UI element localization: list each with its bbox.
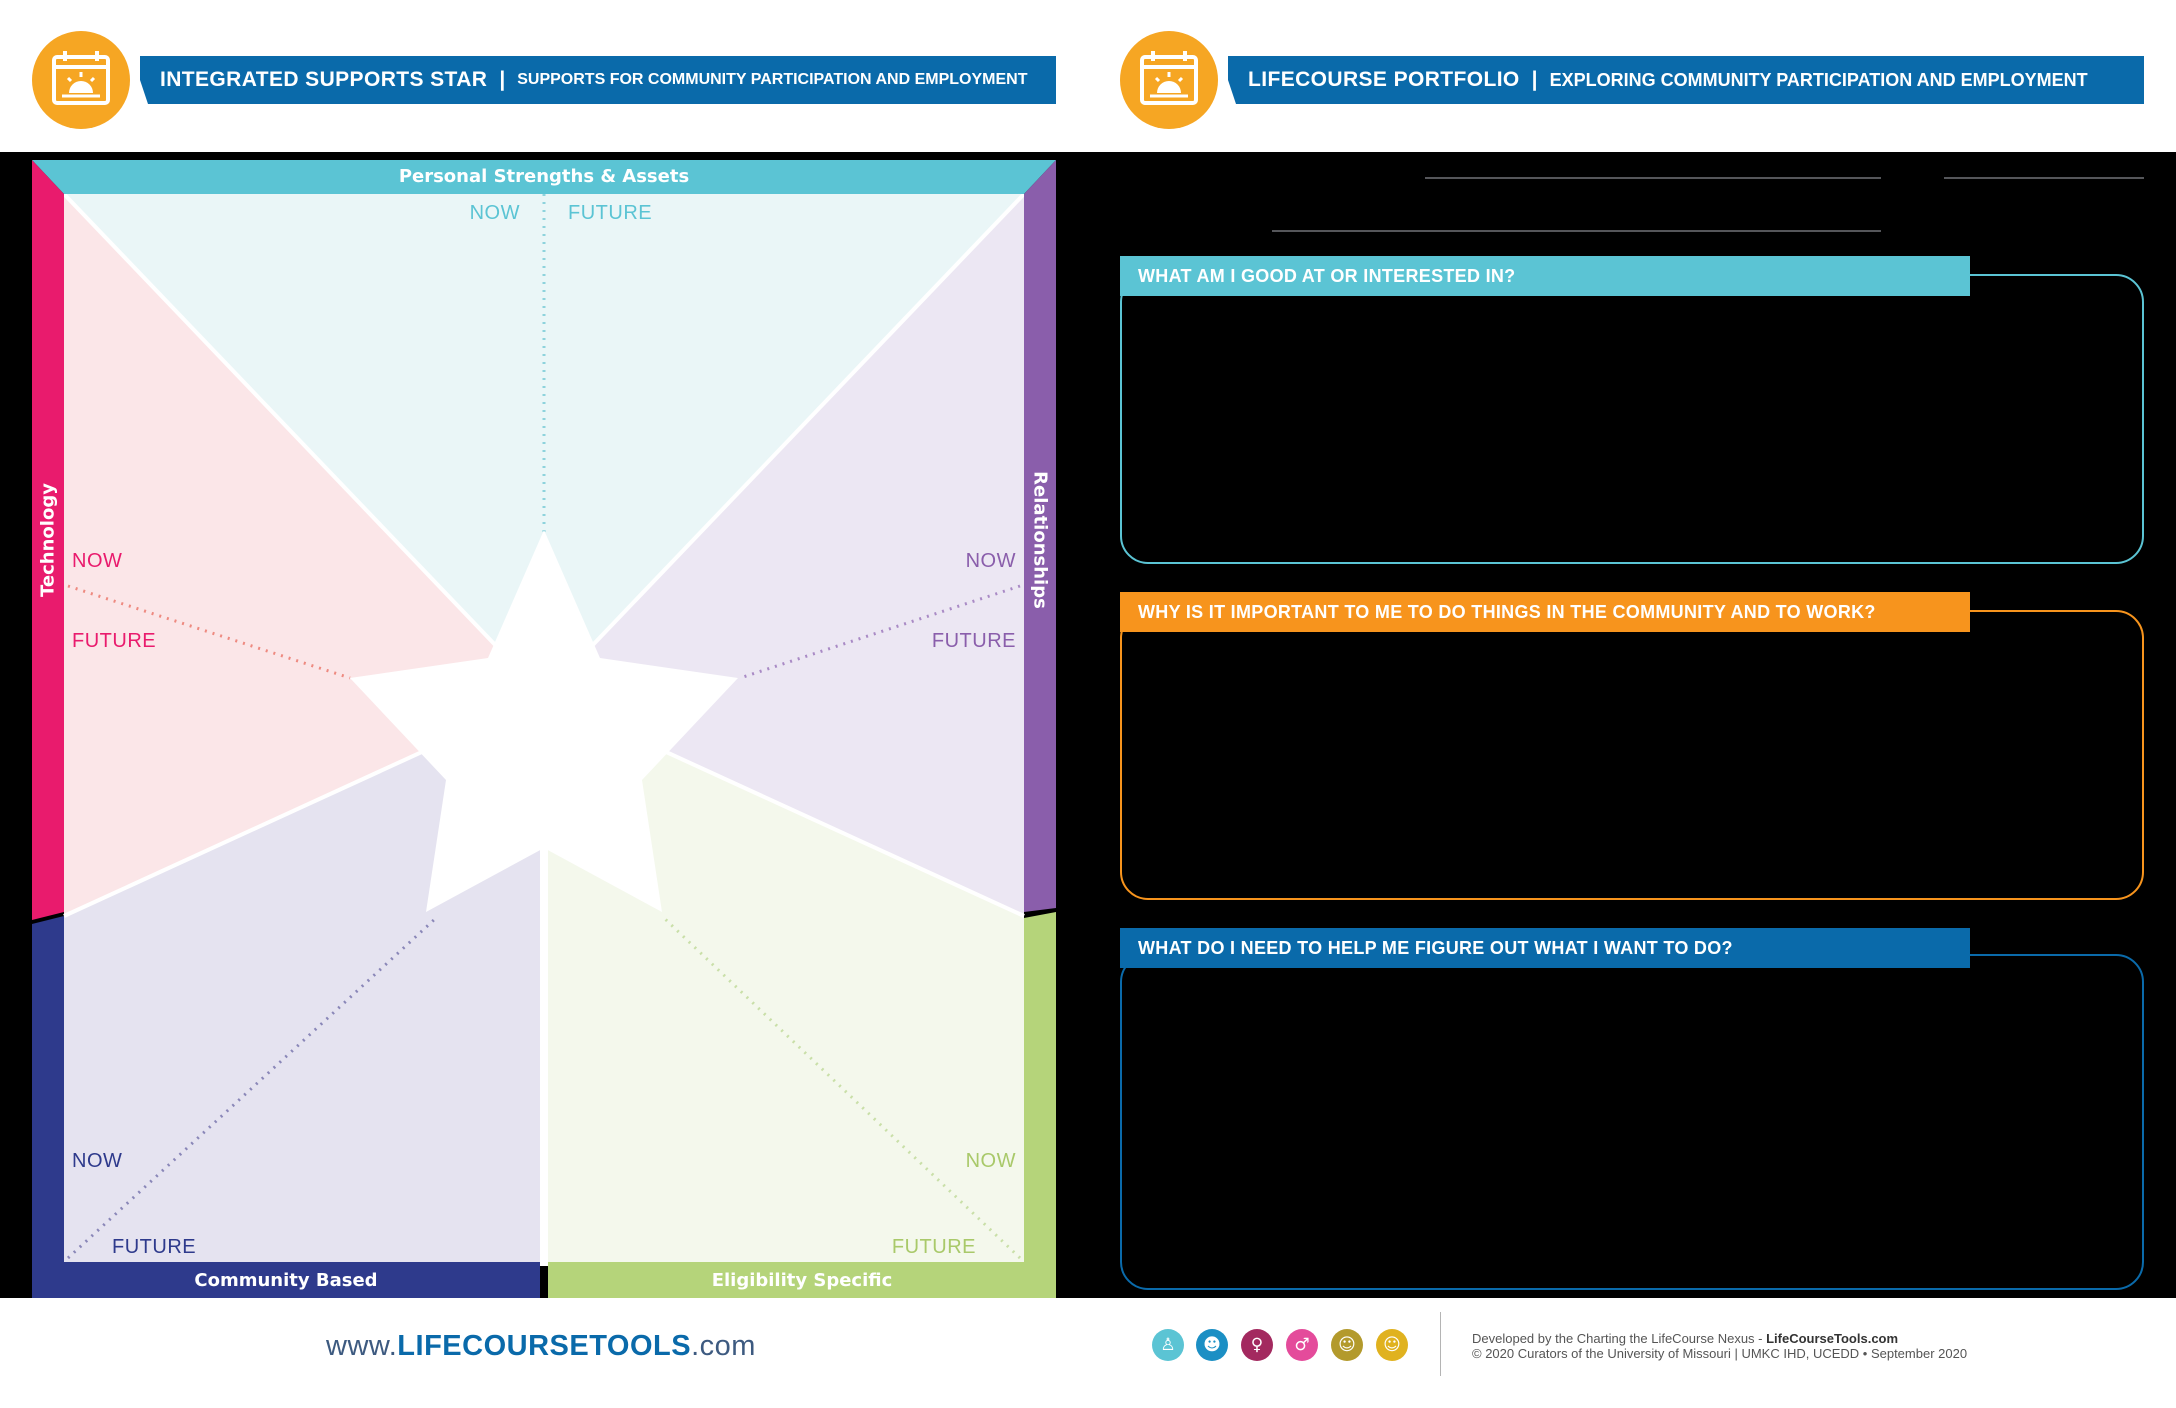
question-heading: WHAT DO I NEED TO HELP ME FIGURE OUT WHA…	[1120, 928, 1970, 968]
left-future-label: FUTURE	[72, 630, 157, 652]
bottom-left-section-label: Community Based	[194, 1270, 378, 1291]
bottom-right-now-label: NOW	[965, 1150, 1016, 1172]
right-header-title: LIFECOURSE PORTFOLIO	[1248, 68, 1520, 91]
right-header-banner: LIFECOURSE PORTFOLIO | EXPLORING COMMUNI…	[1228, 56, 2144, 104]
footer-area	[0, 1298, 2176, 1408]
footer-credit-line2: © 2020 Curators of the University of Mis…	[1472, 1346, 1968, 1361]
left-header-banner: INTEGRATED SUPPORTS STAR | SUPPORTS FOR …	[140, 56, 1056, 104]
right-section-label: Relationships	[1029, 471, 1051, 609]
bottom-left-now-label: NOW	[72, 1150, 123, 1172]
top-now-label: NOW	[469, 202, 520, 224]
footer-url[interactable]: www.LIFECOURSETOOLS.com	[326, 1330, 756, 1363]
credit-prefix: Developed by the Charting the LifeCourse…	[1472, 1331, 1767, 1346]
fill-in-line[interactable]	[1944, 177, 2144, 179]
left-header-subtitle: SUPPORTS FOR COMMUNITY PARTICIPATION AND…	[517, 71, 1028, 88]
right-now-label: NOW	[965, 550, 1016, 572]
group-icon: ☺	[1331, 1329, 1363, 1361]
footer-url-brand: LIFECOURSETOOLS	[397, 1330, 692, 1362]
question-heading: WHAT AM I GOOD AT OR INTERESTED IN?	[1120, 256, 1970, 296]
question-label: WHY IS IT IMPORTANT TO ME TO DO THINGS I…	[1138, 601, 1876, 622]
question-label: WHAT DO I NEED TO HELP ME FIGURE OUT WHA…	[1138, 937, 1733, 958]
top-future-label: FUTURE	[568, 202, 653, 224]
bottom-left-future-label: FUTURE	[112, 1236, 197, 1258]
left-header-title: INTEGRATED SUPPORTS STAR	[160, 68, 488, 91]
right-future-label: FUTURE	[931, 630, 1016, 652]
credit-brand: LifeCourseTools.com	[1766, 1331, 1899, 1346]
calendar-sunrise-icon	[1120, 31, 1218, 129]
question-answer-box[interactable]	[1120, 610, 2144, 900]
footer-credit-line1: Developed by the Charting the LifeCourse…	[1472, 1331, 1898, 1346]
footer-url-suffix: .com	[691, 1330, 756, 1362]
question-answer-box[interactable]	[1120, 274, 2144, 564]
question-label: WHAT AM I GOOD AT OR INTERESTED IN?	[1138, 265, 1516, 286]
family-icon: ☻	[1196, 1329, 1228, 1361]
child-icon: ♙	[1152, 1329, 1184, 1361]
question-answer-box[interactable]	[1120, 954, 2144, 1290]
top-section-label: Personal Strengths & Assets	[398, 166, 690, 187]
left-now-label: NOW	[72, 550, 123, 572]
footer-divider	[1440, 1312, 1441, 1376]
left-header-separator: |	[499, 68, 506, 91]
person-icon: ♀	[1241, 1329, 1273, 1361]
right-header-subtitle: EXPLORING COMMUNITY PARTICIPATION AND EM…	[1549, 69, 2088, 90]
fill-in-line[interactable]	[1425, 177, 1881, 179]
bottom-right-future-label: FUTURE	[891, 1236, 976, 1258]
question-heading: WHY IS IT IMPORTANT TO ME TO DO THINGS I…	[1120, 592, 1970, 632]
parent-child-icon: ♂	[1286, 1329, 1318, 1361]
elders-icon: ☺	[1376, 1329, 1408, 1361]
integrated-supports-star: Personal Strengths & Assets Technology R…	[32, 160, 1056, 1298]
bottom-right-section-label: Eligibility Specific	[711, 1270, 893, 1291]
right-header-separator: |	[1531, 68, 1538, 91]
calendar-sunrise-icon	[32, 31, 130, 129]
fill-in-line[interactable]	[1272, 230, 1881, 232]
left-section-label: Technology	[37, 483, 59, 597]
footer-url-prefix: www.	[326, 1330, 398, 1362]
